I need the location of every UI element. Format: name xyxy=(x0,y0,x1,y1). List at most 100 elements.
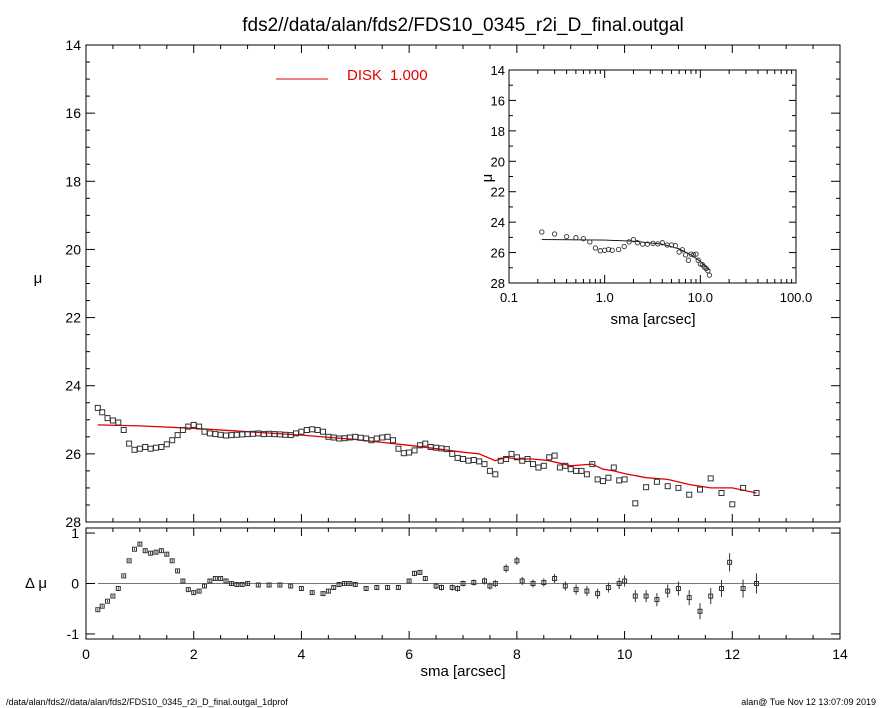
inset-data-point xyxy=(630,236,637,243)
main-data-point xyxy=(594,476,601,483)
main-data-point xyxy=(605,474,612,481)
main-data-point xyxy=(190,421,197,428)
residual-data-point xyxy=(374,585,380,590)
residual-data-point xyxy=(158,548,164,554)
residual-data-point xyxy=(573,587,579,593)
inset-data-point xyxy=(634,240,641,246)
main-data-point xyxy=(578,467,585,474)
main-data-point xyxy=(600,478,606,485)
residual-data-point xyxy=(169,558,175,564)
main-data-point xyxy=(643,484,650,491)
residual-data-point xyxy=(552,576,558,581)
main-data-point xyxy=(481,461,488,468)
main-data-point xyxy=(131,446,138,453)
inset-y-tick-label-4: 22 xyxy=(491,185,505,200)
inset-data-point xyxy=(609,247,615,253)
residual-data-point xyxy=(471,580,477,585)
residual-y-tick-label-1: 0 xyxy=(71,576,79,592)
main-data-point xyxy=(169,437,176,444)
residual-data-point xyxy=(245,581,251,586)
residual-data-point xyxy=(126,558,132,564)
residual-data-point xyxy=(132,546,137,552)
main-data-point xyxy=(460,456,466,462)
residual-data-point xyxy=(530,581,536,586)
residual-data-point xyxy=(212,576,218,581)
main-data-point xyxy=(740,484,747,491)
residual-x-ticks: 0 2 4 6 8 10 12 14 xyxy=(82,528,848,662)
main-y-tick-label-4: 22 xyxy=(65,310,81,326)
main-data-point xyxy=(540,462,547,469)
inset-model-path xyxy=(541,239,710,271)
residual-data-point xyxy=(99,603,105,609)
main-data-point xyxy=(697,486,703,493)
main-data-point xyxy=(470,457,477,463)
main-data-point xyxy=(616,477,623,484)
residual-data-point xyxy=(622,578,628,584)
main-data-point xyxy=(174,432,181,439)
main-data-point xyxy=(104,415,111,422)
residual-y-axis-label: Δ μ xyxy=(25,575,47,592)
main-data-point xyxy=(546,454,553,461)
main-data-point xyxy=(298,428,305,435)
residual-data-point xyxy=(675,586,681,591)
inset-data-point xyxy=(580,235,587,242)
inset-y-tick-label-1: 16 xyxy=(491,93,505,108)
inset-y-tick-label-7: 28 xyxy=(491,276,505,291)
residual-data-point xyxy=(740,586,746,591)
legend-name: DISK xyxy=(347,67,382,84)
residual-data-point xyxy=(395,585,401,590)
main-data-point xyxy=(513,454,520,461)
residual-data-point xyxy=(153,549,159,555)
main-data-point xyxy=(718,490,725,496)
residual-data-point xyxy=(266,582,272,588)
residual-data-point xyxy=(363,586,369,591)
residual-x-tick-label-7: 14 xyxy=(832,646,848,662)
main-data-point xyxy=(753,490,760,496)
main-data-point xyxy=(120,427,127,433)
inset-y-tick-label-6: 26 xyxy=(491,246,505,261)
main-data-point xyxy=(632,500,639,507)
residual-x-tick-label-3: 6 xyxy=(405,646,413,662)
main-data-point xyxy=(223,432,229,439)
residual-y-tick-label-0: -1 xyxy=(67,626,80,642)
main-data-point xyxy=(707,475,714,482)
residual-data-point xyxy=(331,585,337,590)
inset-data-point xyxy=(563,233,570,240)
residual-data-point xyxy=(352,582,358,587)
inset-x-tick-label-1: 1.0 xyxy=(596,290,614,305)
main-data-point xyxy=(239,431,246,438)
main-y-tick-label-0: 14 xyxy=(65,37,81,53)
main-data-point xyxy=(314,427,321,433)
residual-data-point xyxy=(121,573,127,579)
residual-x-tick-label-6: 12 xyxy=(724,646,740,662)
main-x-axis-label: sma [arcsec] xyxy=(420,663,505,680)
residual-data-point xyxy=(412,570,417,576)
main-data-point xyxy=(179,427,186,433)
residual-data-point xyxy=(385,585,391,590)
main-data-point xyxy=(589,461,596,468)
residual-data-point xyxy=(455,586,461,591)
inset-data-point xyxy=(650,240,656,247)
main-data-point xyxy=(562,462,569,469)
main-data-point xyxy=(233,431,240,438)
main-data-point xyxy=(686,491,693,498)
main-data-point xyxy=(153,444,159,451)
main-data-point xyxy=(535,464,542,471)
residual-data-point xyxy=(309,590,315,596)
main-model-line xyxy=(97,424,757,494)
inset-plot-frame xyxy=(508,69,797,284)
main-data-point xyxy=(320,428,326,435)
main-y-tick-label-7: 28 xyxy=(65,514,81,530)
main-data-point xyxy=(556,464,563,471)
inset-data-point xyxy=(679,247,686,253)
residual-data-point xyxy=(218,576,224,581)
main-data-point xyxy=(508,450,515,457)
residual-panel: 0 2 4 6 8 10 12 14 -101 Δ μ sma [arcsec] xyxy=(25,525,848,680)
main-y-tick-label-6: 26 xyxy=(65,446,81,462)
main-panel: 14 16 18 20 22 24 26 28 μ DISK 1.000 xyxy=(34,37,841,530)
main-data-point xyxy=(303,427,310,433)
main-data-point xyxy=(147,445,154,452)
residual-data-point xyxy=(347,581,353,586)
inset-x-tick-label-3: 100.0 xyxy=(780,290,813,305)
residual-data-point xyxy=(105,598,110,604)
